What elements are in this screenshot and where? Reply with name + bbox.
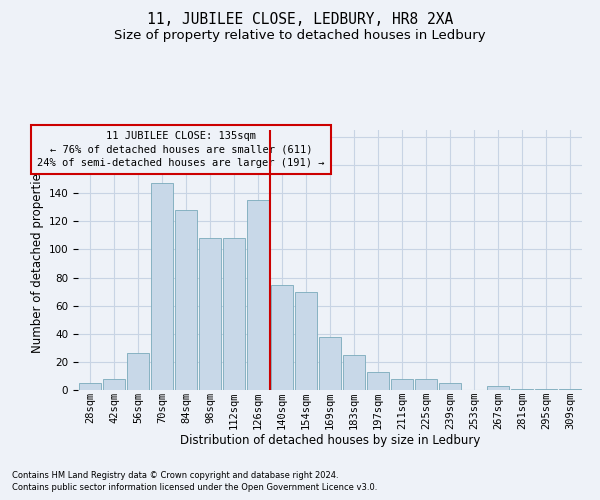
Bar: [247, 200, 269, 390]
Bar: [487, 386, 509, 390]
Text: Size of property relative to detached houses in Ledbury: Size of property relative to detached ho…: [114, 29, 486, 42]
Bar: [511, 388, 533, 390]
Bar: [343, 355, 365, 390]
Bar: [103, 379, 125, 390]
Bar: [199, 238, 221, 390]
Text: Contains HM Land Registry data © Crown copyright and database right 2024.: Contains HM Land Registry data © Crown c…: [12, 471, 338, 480]
Y-axis label: Number of detached properties: Number of detached properties: [31, 167, 44, 353]
Text: Contains public sector information licensed under the Open Government Licence v3: Contains public sector information licen…: [12, 484, 377, 492]
Bar: [367, 372, 389, 390]
Bar: [79, 383, 101, 390]
Bar: [295, 292, 317, 390]
Bar: [175, 210, 197, 390]
Bar: [151, 184, 173, 390]
Bar: [559, 388, 581, 390]
Bar: [415, 379, 437, 390]
Bar: [439, 383, 461, 390]
Bar: [319, 336, 341, 390]
X-axis label: Distribution of detached houses by size in Ledbury: Distribution of detached houses by size …: [180, 434, 480, 448]
Bar: [535, 388, 557, 390]
Bar: [127, 354, 149, 390]
Bar: [271, 284, 293, 390]
Bar: [223, 238, 245, 390]
Bar: [391, 379, 413, 390]
Text: 11 JUBILEE CLOSE: 135sqm
← 76% of detached houses are smaller (611)
24% of semi-: 11 JUBILEE CLOSE: 135sqm ← 76% of detach…: [37, 132, 325, 168]
Text: 11, JUBILEE CLOSE, LEDBURY, HR8 2XA: 11, JUBILEE CLOSE, LEDBURY, HR8 2XA: [147, 12, 453, 28]
